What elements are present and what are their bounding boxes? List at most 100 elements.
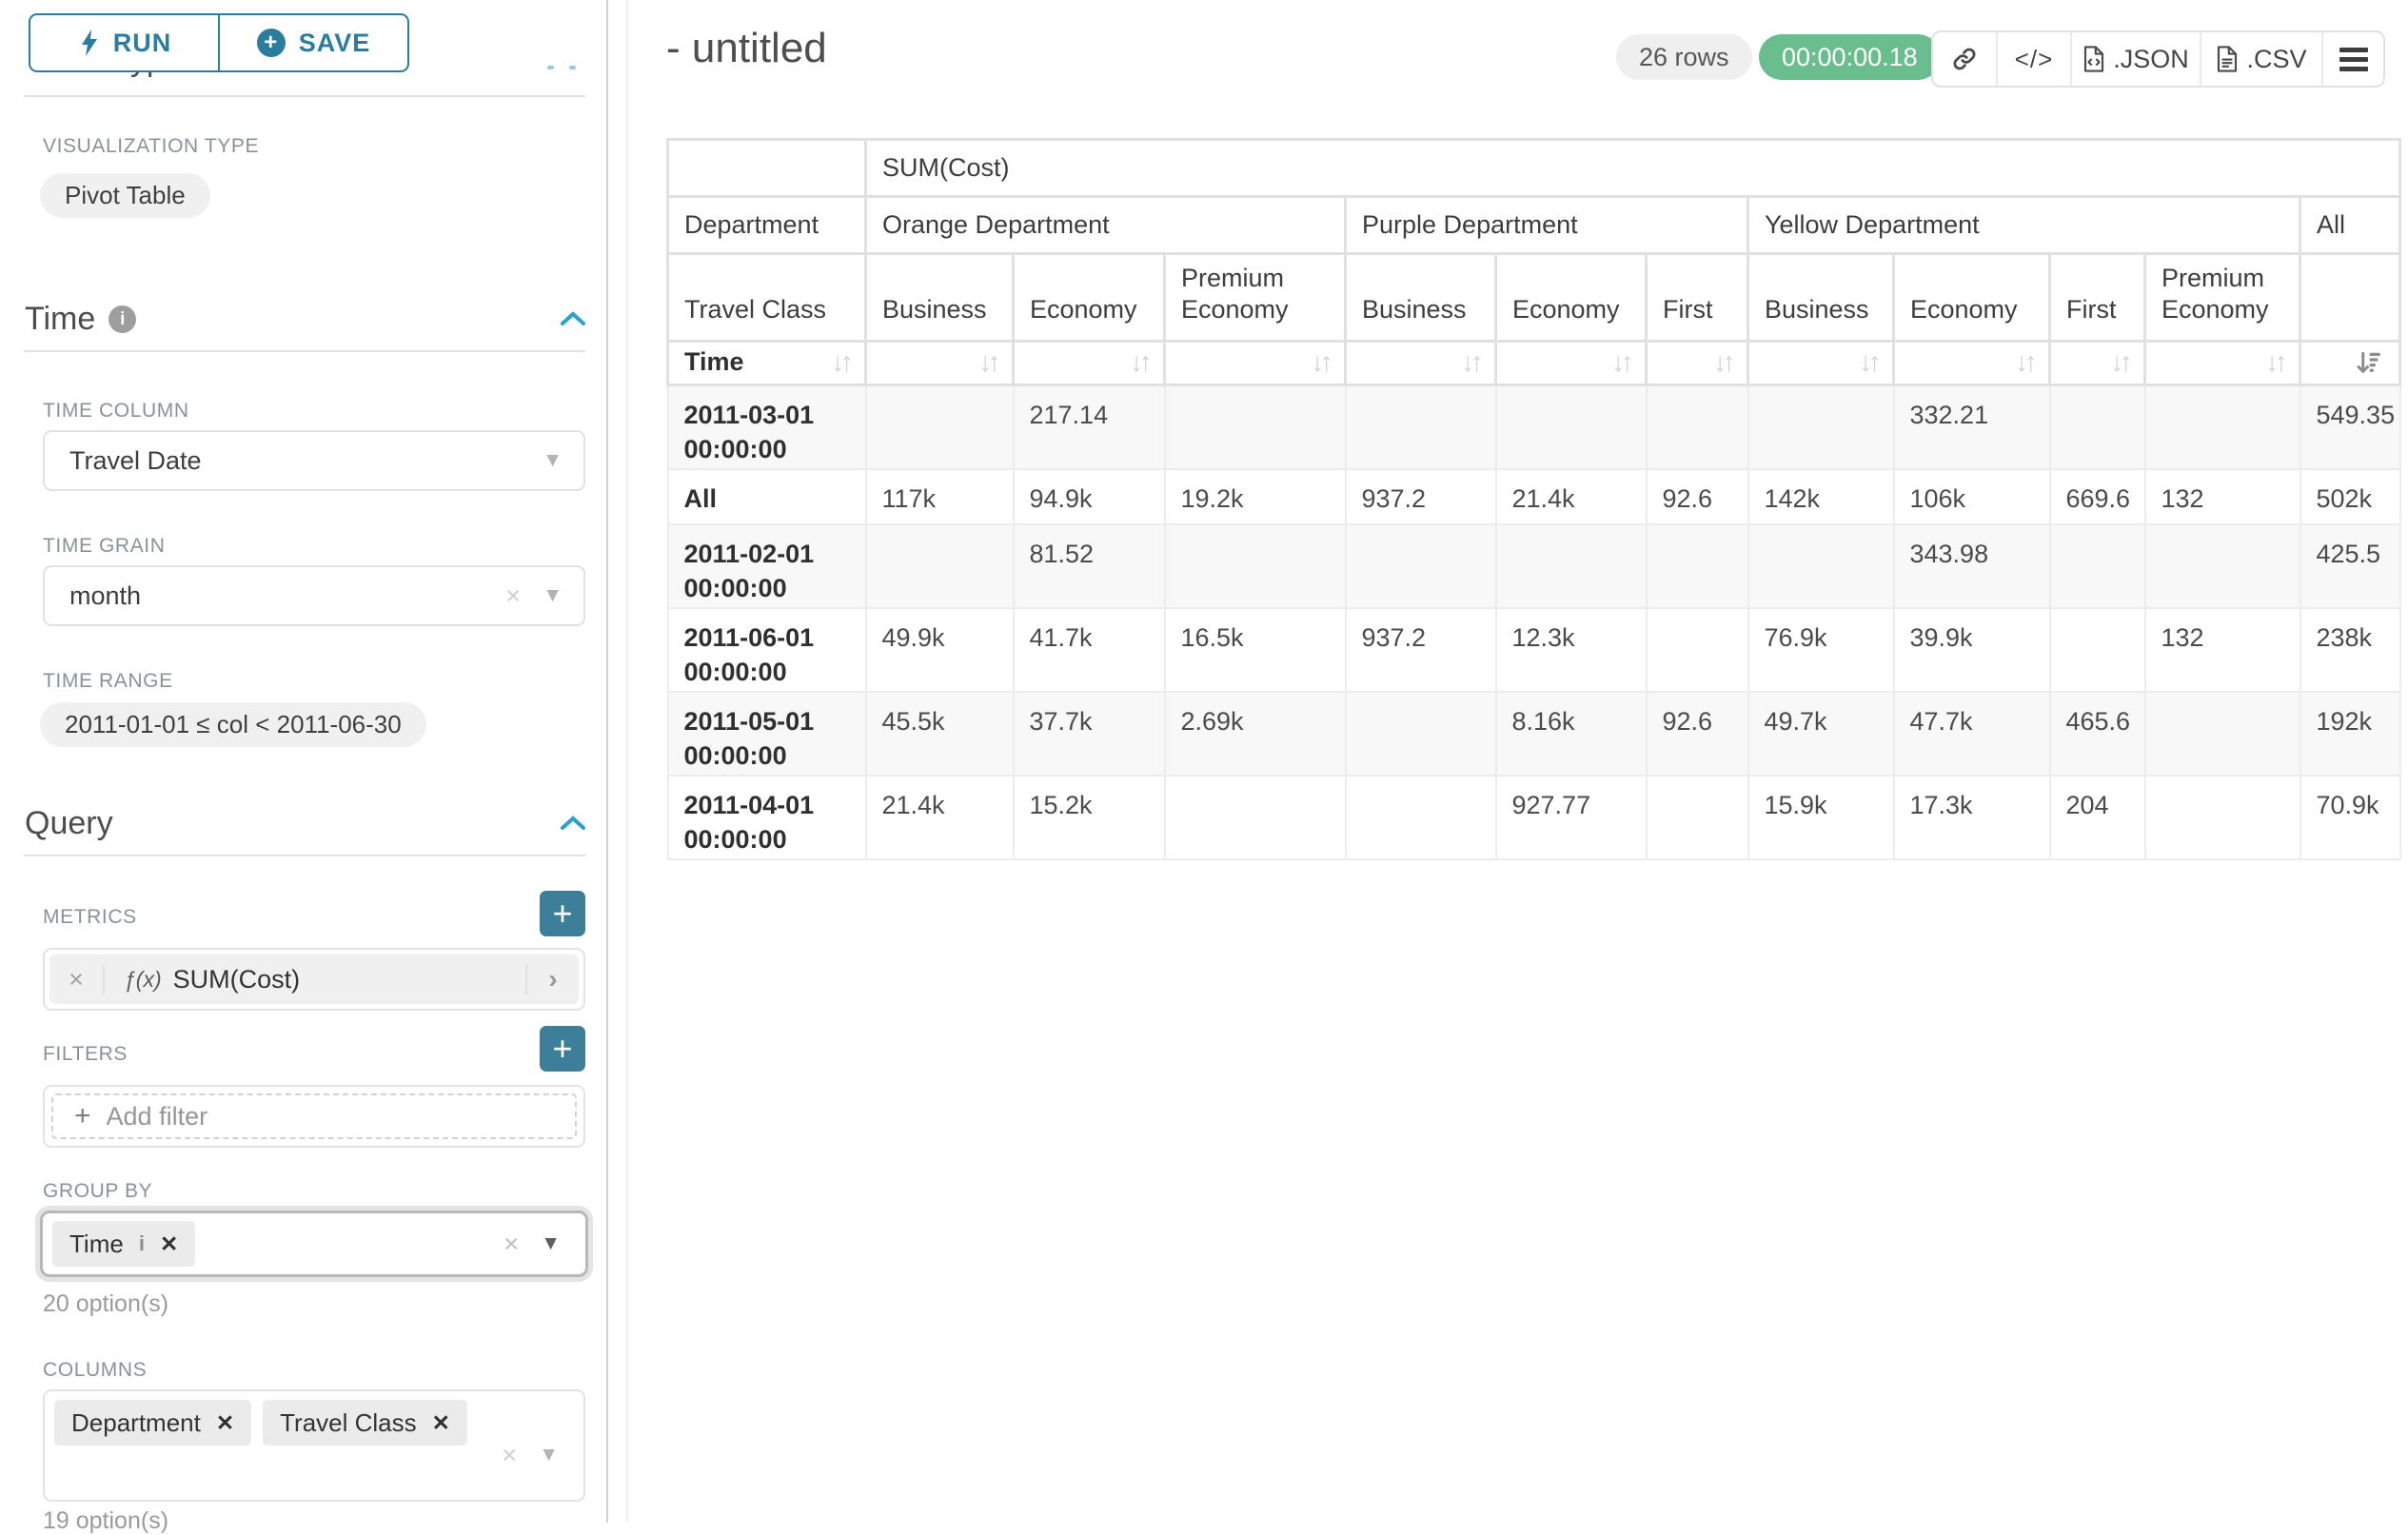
time-grain-value: month [69,581,142,610]
group-by-select[interactable]: Time i ✕ × ▼ [40,1210,588,1277]
code-icon: </> [2014,44,2054,73]
pivot-cell [1163,774,1347,860]
columns-options-hint: 19 option(s) [43,1507,169,1534]
pivot-cell: 8.16k [1494,690,1648,777]
sort-cell[interactable]: ↓↑ [864,340,1015,386]
pivot-row: 2011-06-01 00:00:00 49.9k 41.7k 16.5k 937.2 1… [666,606,2401,693]
sort-toggle-icon[interactable]: ↓↑ [978,347,1001,378]
time-grain-select[interactable]: month × ▼ [43,565,585,626]
chevron-up-icon[interactable] [560,815,586,832]
pivot-cell [2048,522,2146,609]
pivot-cell [2048,606,2146,693]
metric-header: SUM(Cost) [863,138,2402,198]
time-range-pill[interactable]: 2011-01-01 ≤ col < 2011-06-30 [40,702,426,747]
travel-class-header: Business [1747,252,1895,343]
travel-class-header: Business [864,252,1015,343]
pivot-cell: 41.7k [1012,606,1166,693]
view-query-button[interactable]: </> [1996,32,2070,86]
plus-icon: + [74,1100,91,1132]
department-row-label: Department [666,195,867,255]
export-csv-button[interactable]: .CSV [2200,32,2321,86]
export-json-button[interactable]: .JSON [2070,32,2200,86]
pivot-cell [1344,774,1497,860]
sort-toggle-icon[interactable]: ↓↑ [1713,347,1736,378]
clear-icon[interactable]: × [505,581,521,610]
pivot-cell: 17.3k [1892,774,2051,860]
chevron-right-icon[interactable]: › [525,964,579,994]
row-header: 2011-02-01 00:00:00 [666,522,867,609]
sort-toggle-icon[interactable]: ↓↑ [1461,347,1484,378]
pivot-cell [1494,384,1648,470]
pivot-cell: 49.9k [864,606,1015,693]
chevron-up-icon[interactable] [560,310,586,327]
sort-toggle-icon[interactable]: ↓↑ [1311,347,1333,378]
pivot-cell [1344,690,1497,777]
sort-cell[interactable]: ↓↑ [1892,340,2051,386]
sort-cell[interactable]: ↓↑ [2048,340,2146,386]
columns-select[interactable]: Department ✕ Travel Class ✕ × ▼ [43,1389,585,1502]
panel-resize-dot[interactable] [547,66,554,69]
add-filter-button[interactable]: + Add filter [51,1093,577,1139]
info-icon[interactable]: i [138,1231,145,1255]
travel-class-header [2298,252,2402,343]
sort-toggle-icon[interactable]: ↓↑ [831,347,854,378]
sort-toggle-icon[interactable]: ↓↑ [1859,347,1882,378]
caret-down-icon[interactable]: ▼ [541,1232,561,1254]
pivot-row: 2011-02-01 00:00:00 81.52 343.98 425.5 [666,522,2401,609]
pivot-table-container: SUM(Cost) Department Orange Department Purp… [666,138,2402,860]
time-section-title: Time [25,301,96,337]
chart-title[interactable]: - untitled [666,25,827,71]
pivot-cell [2143,774,2301,860]
sort-cell[interactable]: ↓↑ [1163,340,1347,386]
sort-cell[interactable]: ↓↑ [2143,340,2301,386]
panel-divider[interactable] [606,0,608,1523]
share-link-button[interactable] [1933,32,1996,86]
sort-toggle-icon[interactable]: ↓↑ [2015,347,2038,378]
filters-label: FILTERS [43,1043,128,1065]
sort-cell[interactable]: ↓↑ [1344,340,1497,386]
query-timer-badge: 00:00:00.18 [1759,34,1941,80]
caret-down-icon[interactable]: ▼ [539,1444,559,1466]
time-sort-cell[interactable]: Time ↓↑ [666,340,867,386]
plus-circle-icon: + [256,29,286,57]
sort-toggle-icon[interactable]: ↓↑ [1130,347,1153,378]
sort-toggle-icon[interactable]: ↓↑ [2265,347,2288,378]
sort-cell[interactable]: ↓↑ [1494,340,1648,386]
pivot-cell [1344,522,1497,609]
pivot-cell [1163,522,1347,609]
add-metric-button[interactable]: + [540,891,585,936]
sort-cell[interactable] [2298,340,2402,386]
add-filter-plus-button[interactable]: + [540,1026,585,1072]
department-group-header: Purple Department [1344,195,1749,255]
pivot-cell [1163,384,1347,470]
pivot-cell: 502k [2299,467,2401,525]
sort-cell[interactable]: ↓↑ [1747,340,1895,386]
visualization-type-pill[interactable]: Pivot Table [40,173,210,218]
group-by-options-hint: 20 option(s) [43,1290,169,1317]
sort-desc-active-icon[interactable] [2355,349,2383,378]
sort-toggle-icon[interactable]: ↓↑ [1611,347,1634,378]
menu-button[interactable] [2321,32,2383,86]
clear-icon[interactable]: × [503,1229,519,1258]
metric-pill[interactable]: × ƒ(x) SUM(Cost) › [49,954,579,1004]
travel-class-header: Economy [1012,252,1166,343]
caret-down-icon: ▼ [543,449,563,471]
sort-toggle-icon[interactable]: ↓↑ [2110,347,2133,378]
clear-icon[interactable]: × [502,1441,517,1469]
remove-metric-icon[interactable]: × [49,964,105,994]
pivot-cell [2143,522,2301,609]
travel-class-header: First [1645,252,1749,343]
info-icon[interactable]: i [109,305,137,333]
panel-resize-dot[interactable] [569,66,576,69]
group-by-tag[interactable]: Time i ✕ [52,1221,196,1267]
remove-tag-icon[interactable]: ✕ [431,1409,450,1435]
sort-cell[interactable]: ↓↑ [1012,340,1166,386]
columns-tag[interactable]: Department ✕ [54,1400,252,1446]
remove-tag-icon[interactable]: ✕ [215,1409,235,1435]
columns-tag[interactable]: Travel Class ✕ [263,1400,467,1446]
save-button[interactable]: + SAVE [218,15,407,70]
run-button[interactable]: RUN [30,15,218,70]
time-column-select[interactable]: Travel Date ▼ [43,430,585,491]
sort-cell[interactable]: ↓↑ [1645,340,1749,386]
remove-tag-icon[interactable]: ✕ [159,1230,179,1256]
